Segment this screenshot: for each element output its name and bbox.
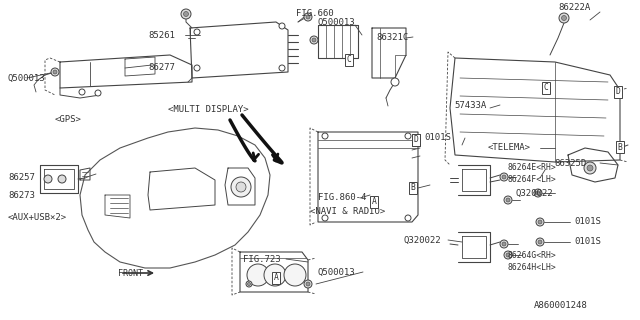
Text: 0101S: 0101S bbox=[574, 218, 601, 227]
Circle shape bbox=[246, 281, 252, 287]
Text: 86325D: 86325D bbox=[554, 158, 586, 167]
Circle shape bbox=[44, 175, 52, 183]
Circle shape bbox=[58, 175, 66, 183]
Circle shape bbox=[264, 264, 286, 286]
Text: <NAVI & RADIO>: <NAVI & RADIO> bbox=[310, 207, 385, 217]
Text: 85261: 85261 bbox=[148, 30, 175, 39]
Text: <TELEMA>: <TELEMA> bbox=[488, 142, 531, 151]
Text: 86222A: 86222A bbox=[558, 4, 590, 12]
Circle shape bbox=[184, 12, 189, 17]
Text: <MULTI DISPLAY>: <MULTI DISPLAY> bbox=[168, 106, 248, 115]
Circle shape bbox=[500, 173, 508, 181]
Circle shape bbox=[181, 9, 191, 19]
Circle shape bbox=[500, 240, 508, 248]
Text: FIG.660: FIG.660 bbox=[296, 10, 333, 19]
Circle shape bbox=[194, 65, 200, 71]
Circle shape bbox=[304, 13, 312, 21]
Circle shape bbox=[587, 165, 593, 171]
Text: D: D bbox=[616, 87, 620, 97]
Text: 86264G<RH>: 86264G<RH> bbox=[507, 251, 556, 260]
Circle shape bbox=[231, 177, 251, 197]
Circle shape bbox=[322, 133, 328, 139]
Text: A: A bbox=[273, 274, 278, 283]
Text: FIG.860-4: FIG.860-4 bbox=[318, 194, 366, 203]
Text: Q500013: Q500013 bbox=[318, 18, 356, 27]
Circle shape bbox=[561, 15, 566, 20]
Circle shape bbox=[502, 242, 506, 246]
Circle shape bbox=[248, 283, 250, 285]
Text: FRONT: FRONT bbox=[118, 268, 143, 277]
Text: D: D bbox=[413, 135, 419, 145]
Circle shape bbox=[312, 38, 316, 42]
Text: <GPS>: <GPS> bbox=[55, 116, 82, 124]
Circle shape bbox=[236, 182, 246, 192]
Text: A: A bbox=[372, 197, 376, 206]
Text: Q320022: Q320022 bbox=[516, 188, 554, 197]
Circle shape bbox=[95, 90, 101, 96]
Circle shape bbox=[306, 282, 310, 286]
Circle shape bbox=[584, 162, 596, 174]
Circle shape bbox=[279, 65, 285, 71]
Text: Q500013: Q500013 bbox=[318, 268, 356, 276]
Circle shape bbox=[304, 280, 312, 288]
Circle shape bbox=[405, 133, 411, 139]
Circle shape bbox=[504, 251, 512, 259]
Circle shape bbox=[194, 29, 200, 35]
Circle shape bbox=[310, 36, 318, 44]
Circle shape bbox=[504, 196, 512, 204]
Circle shape bbox=[538, 240, 542, 244]
Circle shape bbox=[536, 218, 544, 226]
Text: B: B bbox=[411, 183, 415, 193]
Text: 86257: 86257 bbox=[8, 172, 35, 181]
Circle shape bbox=[306, 15, 310, 19]
Circle shape bbox=[534, 189, 542, 197]
Circle shape bbox=[53, 70, 57, 74]
Text: 0101S: 0101S bbox=[424, 133, 451, 142]
Circle shape bbox=[536, 191, 540, 195]
Text: C: C bbox=[543, 84, 548, 92]
Text: 86264E<RH>: 86264E<RH> bbox=[507, 163, 556, 172]
Circle shape bbox=[506, 198, 510, 202]
Text: Q320022: Q320022 bbox=[404, 236, 442, 244]
Text: C: C bbox=[347, 55, 351, 65]
Circle shape bbox=[391, 78, 399, 86]
Text: D: D bbox=[413, 135, 419, 145]
Text: <AUX+USB×2>: <AUX+USB×2> bbox=[8, 212, 67, 221]
Text: 86321C: 86321C bbox=[376, 33, 408, 42]
Text: 86264H<LH>: 86264H<LH> bbox=[507, 262, 556, 271]
Circle shape bbox=[284, 264, 306, 286]
Text: 86264F<LH>: 86264F<LH> bbox=[507, 174, 556, 183]
Circle shape bbox=[247, 264, 269, 286]
Text: 86277: 86277 bbox=[148, 63, 175, 73]
Circle shape bbox=[322, 215, 328, 221]
Circle shape bbox=[506, 253, 510, 257]
Circle shape bbox=[502, 175, 506, 179]
Circle shape bbox=[538, 220, 542, 224]
Text: 86273: 86273 bbox=[8, 191, 35, 201]
Text: B: B bbox=[618, 142, 623, 151]
Text: 57433A: 57433A bbox=[454, 100, 486, 109]
Text: A860001248: A860001248 bbox=[534, 300, 588, 309]
Circle shape bbox=[279, 23, 285, 29]
Text: Q500013: Q500013 bbox=[8, 74, 45, 83]
Circle shape bbox=[79, 89, 85, 95]
Text: FIG.723: FIG.723 bbox=[243, 254, 280, 263]
Circle shape bbox=[536, 238, 544, 246]
Circle shape bbox=[51, 68, 59, 76]
Circle shape bbox=[559, 13, 569, 23]
Text: 0101S: 0101S bbox=[574, 237, 601, 246]
Circle shape bbox=[405, 215, 411, 221]
